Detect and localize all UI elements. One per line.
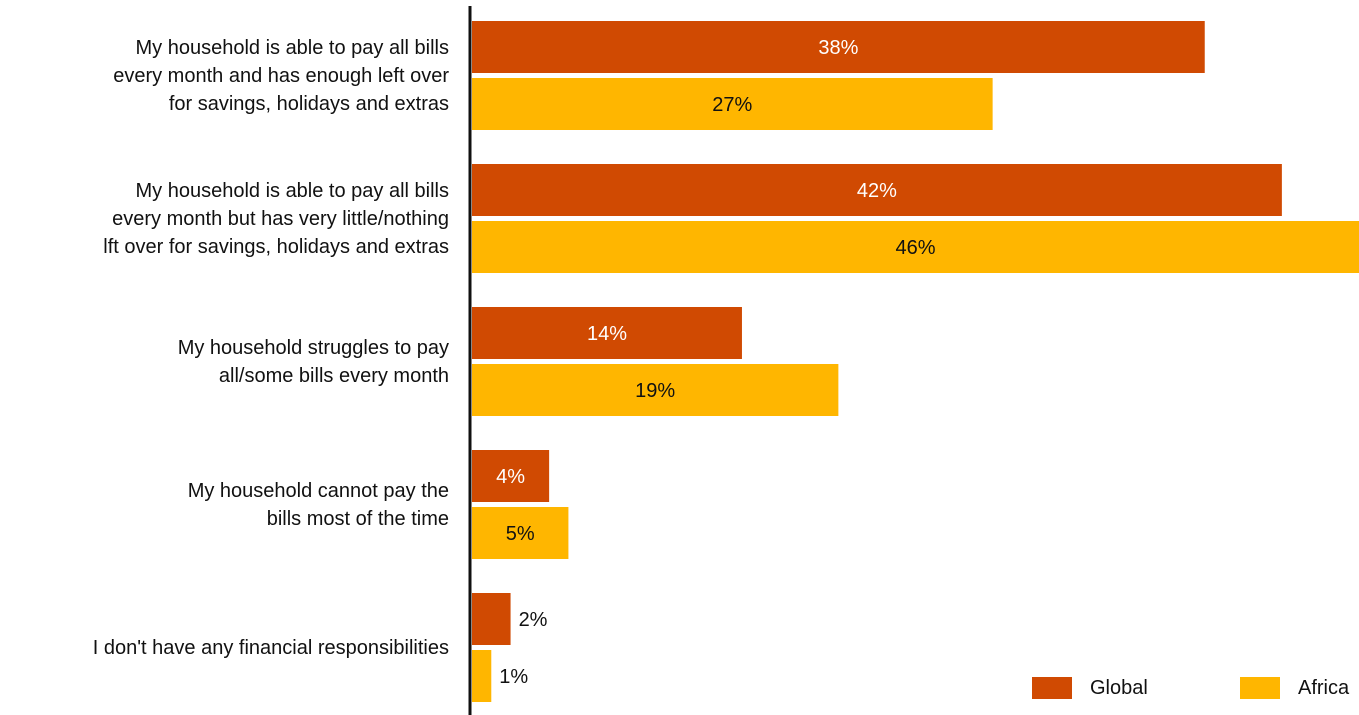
category-label-4: I don't have any financial responsibilit… (93, 634, 449, 662)
category-label-2: My household struggles to pay all/some bi… (178, 334, 449, 390)
bar-global-0 (472, 21, 1205, 73)
data-label-global-1: 42% (857, 180, 897, 202)
legend-global: Global (1032, 676, 1148, 700)
category-label-line: My household is able to pay all bills (135, 36, 449, 59)
category-label-line: My household is able to pay all bills (135, 179, 449, 202)
bar-africa-1 (472, 221, 1359, 273)
legend-africa-swatch (1240, 677, 1280, 699)
category-label-line: every month and has enough left over (113, 64, 449, 87)
bar-africa-0 (472, 78, 993, 130)
data-label-global-4: 2% (519, 609, 548, 631)
category-label-line: My household struggles to pay (177, 336, 449, 359)
bar-global-2 (472, 307, 742, 359)
bar-africa-2 (472, 364, 839, 416)
category-label-line: all/some bills every month (218, 364, 449, 387)
category-label-line: for savings, holidays and extras (168, 92, 449, 115)
category-label-line: bills most of the time (266, 507, 449, 530)
bar-global-4 (472, 593, 511, 645)
category-label-line: every month but has very little/nothing (112, 207, 449, 230)
data-label-africa-0: 27% (712, 94, 752, 116)
category-label-3: My household cannot pay the bills most of… (188, 477, 449, 533)
data-label-global-0: 38% (818, 37, 858, 59)
legend-africa: Africa (1240, 676, 1349, 700)
bar-global-3 (472, 450, 550, 502)
category-label-line: I don't have any financial responsibilit… (92, 636, 449, 659)
data-label-africa-1: 46% (895, 237, 935, 259)
legend-global-swatch (1032, 677, 1072, 699)
data-label-africa-3: 5% (506, 523, 535, 545)
data-label-africa-4: 1% (499, 666, 528, 688)
category-label-line: lft over for savings, holidays and extra… (103, 235, 449, 258)
legend-africa-label: Africa (1298, 676, 1350, 699)
bars-group: 38% 27% 42% 46% 14% 19% 4% 5% 2% 1% (472, 21, 1359, 702)
legend-global-label: Global (1090, 676, 1148, 699)
bar-global-1 (472, 164, 1282, 216)
bar-africa-4 (472, 650, 492, 702)
data-label-global-2: 14% (587, 323, 627, 345)
data-label-africa-2: 19% (635, 380, 675, 402)
bar-africa-3 (472, 507, 569, 559)
category-label-0: My household is able to pay all bills eve… (113, 34, 449, 118)
category-label-1: My household is able to pay all bills eve… (103, 177, 449, 261)
category-label-line: My household cannot pay the (187, 479, 449, 502)
data-label-global-3: 4% (496, 466, 525, 488)
